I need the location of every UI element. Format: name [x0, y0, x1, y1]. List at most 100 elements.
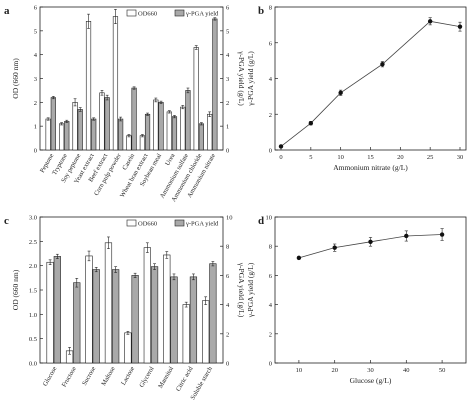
bar-pga-yield: [158, 102, 164, 151]
bar-od660: [193, 47, 199, 151]
bar-od660: [59, 123, 65, 151]
chart-panel-a: a 0 1 2 3 4 5 6 OD (660 nm) 0 1 2 3 4 5 6 γ-PGA yield (g…: [4, 5, 246, 204]
category-label: Maltose: [100, 365, 117, 387]
bar-od660: [124, 332, 132, 364]
category-label: Citric acid: [175, 365, 195, 393]
chart-panel-d: d 0 2 4 6 8 10 γ-PGA yield (g/L) 10 20 30 40 50 Gluco…: [246, 215, 467, 385]
data-point: [278, 144, 284, 149]
y-tick-label: 1.0: [29, 312, 37, 319]
bar-pga-yield: [150, 266, 159, 364]
x-axis-label: Ammonium nitrate (g/L): [333, 163, 408, 172]
y-tick-label: 0.5: [29, 336, 37, 343]
category-label: Glucose: [42, 365, 59, 387]
panel-letter: b: [258, 5, 264, 17]
legend-swatch: [126, 219, 137, 227]
category-label: Mannitol: [157, 365, 175, 389]
x-tick-label: 10: [296, 367, 303, 374]
y-tick-label: 4: [269, 76, 273, 83]
y2-tick-label: 3: [226, 76, 229, 83]
panel-letter: a: [4, 5, 10, 17]
bar-od660: [85, 255, 93, 364]
y2-axis-label: γ-PGA yield (g/L): [237, 50, 246, 106]
y-axis-label: OD (660 nm): [11, 58, 20, 99]
bar-pga-yield: [131, 275, 139, 364]
y-tick-label: 1: [34, 124, 37, 131]
y2-tick-label: 0: [226, 148, 229, 155]
y-axis-label: γ-PGA yield (g/L): [246, 262, 255, 318]
x-tick-label: 30: [367, 367, 374, 374]
y2-axis-label: γ-PGA yield (g/L): [237, 262, 246, 318]
y-tick-label: 3: [34, 76, 37, 83]
bar-pga-yield: [212, 18, 218, 151]
series-line: [280, 20, 461, 147]
bar-pga-yield: [91, 118, 97, 151]
y-tick-label: 5: [34, 28, 37, 35]
y-tick-label: 2.5: [29, 239, 37, 246]
data-point: [404, 233, 409, 239]
legend-label: γ-PGA yield: [185, 11, 219, 18]
bar-pga-yield: [112, 269, 120, 364]
data-point: [308, 120, 314, 126]
bar-pga-yield: [144, 113, 151, 151]
x-tick-label: 40: [403, 367, 410, 374]
category-label: Glycerol: [138, 365, 156, 388]
legend-label: OD660: [138, 11, 157, 18]
chart-panel-b: b 0 2 4 6 8 γ-PGA yield (g/L) 0 5 10 15 20 25 30 Ammon…: [246, 5, 467, 172]
y-tick-label: 1.5: [29, 288, 37, 295]
bar-od660: [180, 106, 186, 151]
y2-tick-label: 4: [226, 52, 230, 59]
y-tick-label: 2: [34, 100, 37, 107]
y2-tick-label: 10: [226, 215, 233, 222]
y-tick-label: 4: [269, 302, 273, 309]
bar-pga-yield: [171, 116, 178, 151]
y-tick-label: 0: [269, 361, 272, 368]
y2-tick-label: 1: [226, 124, 229, 131]
bar-pga-yield: [170, 276, 178, 364]
category-label: Fructose: [61, 365, 78, 388]
bar-pga-yield: [118, 118, 124, 151]
data-point: [427, 19, 433, 24]
y-tick-label: 10: [266, 215, 273, 222]
legend-label: OD660: [138, 221, 157, 228]
bar-od660: [126, 135, 132, 151]
y2-tick-label: 5: [226, 28, 229, 35]
y-tick-label: 2.0: [29, 263, 37, 270]
bar-od660: [46, 261, 54, 364]
bar-pga-yield: [104, 97, 110, 151]
bar-pga-yield: [50, 97, 56, 151]
y2-tick-label: 4: [226, 302, 230, 309]
bar-od660: [85, 20, 92, 151]
y-tick-label: 0: [34, 148, 37, 155]
data-point: [380, 61, 385, 67]
bar-od660: [163, 254, 171, 364]
data-point: [338, 90, 343, 96]
category-label: Sucrose: [81, 365, 97, 386]
category-label: Lactose: [120, 365, 136, 386]
bar-pga-yield: [209, 263, 217, 364]
data-point: [296, 255, 302, 261]
y-tick-label: 8: [269, 5, 272, 12]
y2-tick-label: 2: [226, 331, 229, 338]
y-tick-label: 6: [34, 5, 38, 12]
bar-od660: [143, 247, 151, 364]
y2-tick-label: 8: [226, 244, 229, 251]
bar-od660: [99, 92, 105, 151]
bar-od660: [45, 118, 51, 151]
bar-od660: [153, 99, 159, 151]
bar-pga-yield: [189, 276, 198, 364]
panel-letter: d: [258, 215, 264, 227]
bar-od660: [207, 113, 213, 151]
y2-tick-label: 6: [226, 273, 230, 280]
bar-od660: [202, 300, 210, 364]
bar-pga-yield: [131, 87, 137, 151]
bar-od660: [166, 111, 172, 151]
chart-panel-c: c 0.0 0.5 1.0 1.5 2.0 2.5 3.0 OD (660 nm) 0 2 4 6 8 10…: [4, 215, 246, 401]
bar-pga-yield: [198, 123, 204, 151]
y2-tick-label: 2: [226, 100, 229, 107]
legend-label: γ-PGA yield: [185, 221, 219, 228]
bar-od660: [112, 16, 119, 151]
bar-pga-yield: [73, 282, 81, 364]
legend-swatch: [126, 9, 137, 17]
category-label: Urea: [164, 152, 176, 167]
